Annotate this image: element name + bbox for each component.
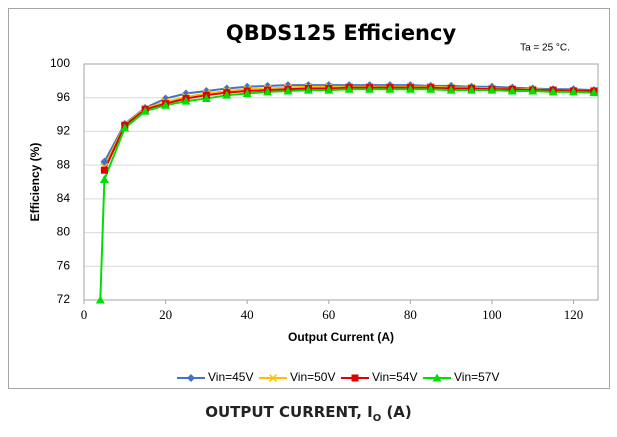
marker [365, 84, 375, 93]
annotation: Ta = 25 °C. [520, 43, 570, 54]
x-axis-label: Output Current (A) [288, 330, 394, 344]
marker [528, 86, 538, 95]
x-tick-label: 20 [159, 307, 172, 322]
chart: QBDS125 Efficiency Ta = 25 °C. Output Cu… [8, 8, 610, 389]
marker [161, 100, 171, 109]
y-tick-label: 84 [57, 191, 71, 205]
caption-text: (A) [381, 403, 412, 421]
marker [268, 373, 278, 383]
y-tick-label: 88 [57, 157, 71, 171]
marker [324, 85, 334, 94]
plot-frame [83, 63, 599, 301]
marker [467, 85, 477, 94]
marker [385, 84, 395, 93]
marker [405, 84, 415, 93]
legend-label: Vin=54V [372, 370, 418, 384]
marker [351, 374, 359, 382]
x-tick-label: 0 [81, 307, 88, 322]
caption: OUTPUT CURRENT, IO (A) [0, 403, 617, 424]
chart-title: QBDS125 Efficiency [226, 21, 457, 45]
marker [140, 106, 150, 115]
legend-label: Vin=50V [290, 370, 336, 384]
marker [548, 87, 558, 96]
marker [344, 84, 354, 93]
marker [95, 295, 105, 304]
marker [589, 88, 599, 97]
marker [507, 86, 517, 95]
x-tick-label: 40 [241, 307, 254, 322]
y-tick-label: 100 [50, 56, 70, 70]
y-tick-label: 80 [57, 225, 71, 239]
x-tick-label: 120 [564, 307, 584, 322]
y-tick-label: 92 [57, 124, 71, 138]
x-tick-label: 80 [404, 307, 417, 322]
y-tick-label: 76 [57, 258, 71, 272]
legend-label: Vin=57V [454, 370, 500, 384]
caption-text: OUTPUT CURRENT, I [205, 403, 373, 421]
caption-subscript: O [372, 413, 382, 424]
marker [569, 87, 579, 96]
marker [181, 96, 191, 105]
y-tick-label: 96 [57, 90, 71, 104]
x-tick-label: 60 [322, 307, 335, 322]
marker [100, 166, 108, 174]
y-tick-label: 72 [57, 292, 71, 306]
marker [283, 86, 293, 95]
marker [426, 84, 436, 93]
marker [120, 123, 130, 132]
marker [432, 373, 442, 382]
legend-label: Vin=45V [208, 370, 254, 384]
y-axis-label: Efficiency (%) [28, 143, 42, 222]
marker [303, 85, 313, 94]
marker [446, 85, 456, 94]
marker [222, 90, 232, 99]
x-tick-label: 100 [482, 307, 502, 322]
marker [263, 87, 273, 96]
marker [99, 174, 109, 183]
marker [201, 94, 211, 103]
marker [487, 85, 497, 94]
marker [187, 374, 195, 382]
marker [242, 89, 252, 97]
